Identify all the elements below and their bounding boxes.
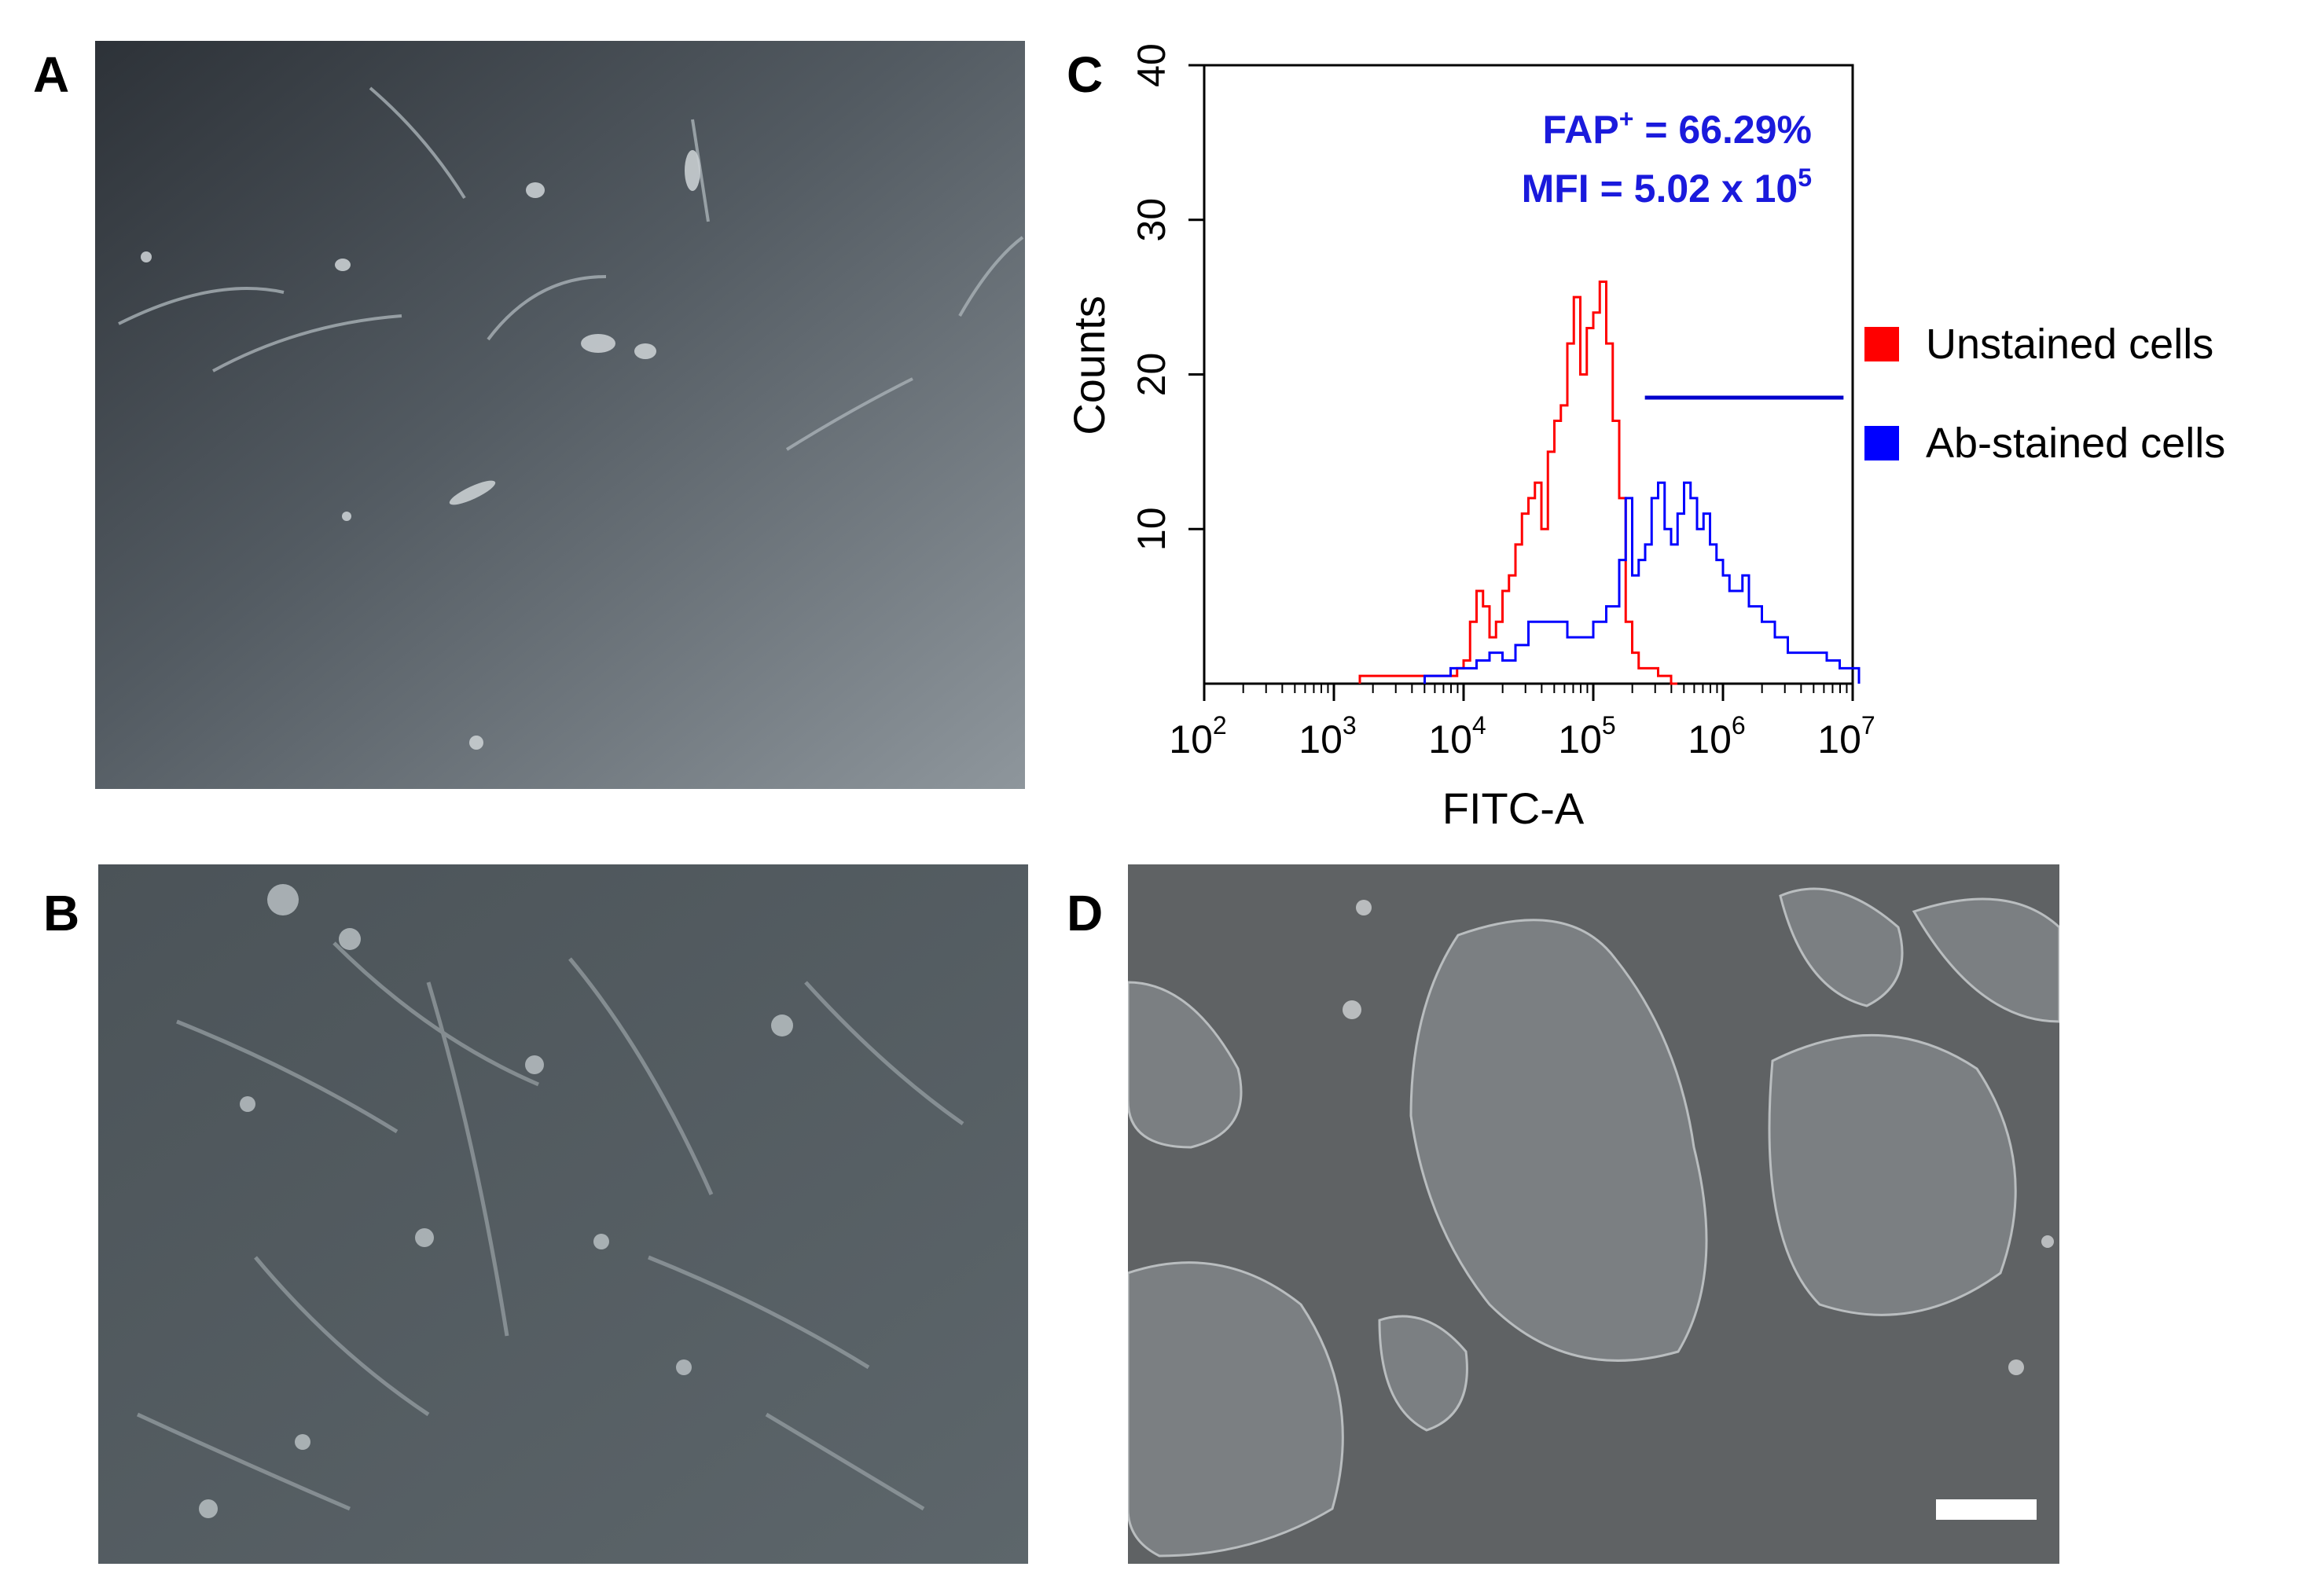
series-stained-line bbox=[1423, 481, 1861, 684]
legend: Unstained cells Ab-stained cells bbox=[1864, 321, 2225, 467]
x-tick-label: 106 bbox=[1688, 711, 1745, 761]
plot-area bbox=[1203, 64, 1854, 685]
panel-letter-b: B bbox=[43, 885, 80, 941]
x-ticks: 102 103 104 105 106 107 bbox=[1169, 684, 1875, 761]
series-layer bbox=[1358, 280, 1861, 685]
panel-letter-d: D bbox=[1067, 885, 1104, 941]
micrograph-a bbox=[95, 41, 1025, 789]
scale-bar bbox=[1936, 1499, 2037, 1520]
x-tick-label: 107 bbox=[1817, 711, 1875, 761]
micrograph-b bbox=[98, 864, 1028, 1564]
legend-label-stained: Ab-stained cells bbox=[1926, 420, 2225, 467]
minor-ticks bbox=[1242, 684, 1848, 693]
y-axis-title: Counts bbox=[1064, 295, 1114, 435]
panel-letter-a: A bbox=[33, 46, 70, 103]
x-tick-label: 105 bbox=[1558, 711, 1615, 761]
y-tick-label: 20 bbox=[1130, 353, 1174, 397]
micrograph-d bbox=[1128, 864, 2059, 1564]
panel-letter-c: C bbox=[1067, 46, 1104, 103]
y-tick-label: 10 bbox=[1130, 507, 1174, 551]
legend-swatch-unstained bbox=[1864, 327, 1899, 361]
legend-label-unstained: Unstained cells bbox=[1926, 321, 2213, 368]
y-ticks: 10 20 30 40 bbox=[1130, 43, 1204, 551]
y-tick-label: 30 bbox=[1130, 198, 1174, 242]
legend-swatch-stained bbox=[1864, 426, 1899, 460]
x-tick-label: 104 bbox=[1428, 711, 1486, 761]
x-tick-label: 103 bbox=[1299, 711, 1356, 761]
y-tick-label: 40 bbox=[1130, 43, 1174, 87]
x-axis-title: FITC-A bbox=[1442, 783, 1585, 833]
x-tick-label: 102 bbox=[1169, 711, 1226, 761]
fap-annotation: FAP+ = 66.29% bbox=[1543, 105, 1813, 152]
mfi-annotation: MFI = 5.02 x 105 bbox=[1522, 163, 1812, 211]
